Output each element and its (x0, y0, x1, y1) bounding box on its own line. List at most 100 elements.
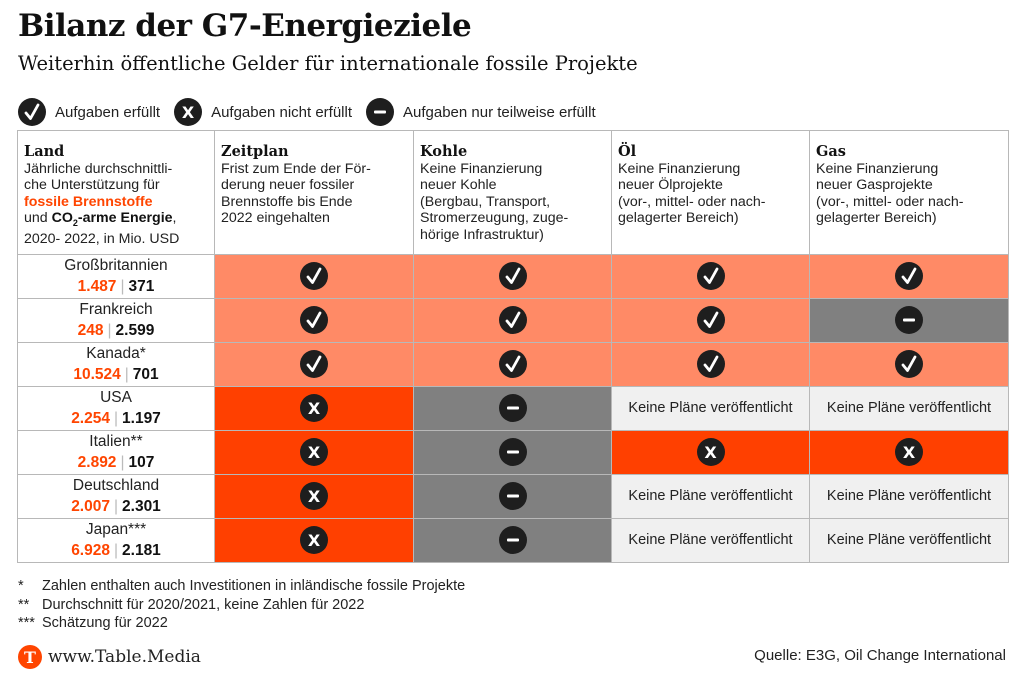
no-plans-text: Keine Pläne veröffentlicht (826, 532, 992, 549)
table-row: Japan*** 6.928 | 2.181 X Keine Pläne veröffen… (17, 517, 1009, 563)
footnote: * Zahlen enthalten auch Investitionen in … (18, 577, 465, 596)
x-icon: X (300, 438, 328, 467)
minus-icon (895, 306, 923, 335)
minus-icon (498, 526, 527, 555)
funding-values: 2.007 | 2.301 (18, 496, 214, 517)
country-cell: Deutschland 2.007 | 2.301 (17, 473, 215, 519)
table-row: Italien** 2.892 | 107 X X X (17, 429, 1009, 475)
status-cell-zeitplan (214, 297, 414, 343)
fossil-funding-value: 6.928 (71, 542, 110, 560)
x-icon: X (696, 438, 725, 467)
value-separator: | (124, 366, 129, 384)
column-description-line: hörige Infrastruktur) (420, 226, 544, 243)
status-cell-gas (809, 253, 1009, 299)
footnote-text: Zahlen enthalten auch Investitionen in i… (42, 578, 466, 594)
status-cell-gas (809, 341, 1009, 387)
low-co2-funding-value: 2.599 (115, 322, 155, 340)
value-separator: | (113, 542, 119, 560)
low-co2-funding-value: 371 (128, 278, 155, 296)
column-description-line: derung neuer fossiler (221, 177, 355, 193)
header-gas: Gas Keine Finanzierung neuer Gasprojekte (v… (809, 130, 1009, 255)
status-cell-gas: Keine Pläne veröffentlicht (809, 517, 1009, 563)
no-plans-text: Keine Pläne veröffentlicht (628, 488, 793, 505)
minus-icon (498, 482, 527, 511)
funding-values: 6.928 | 2.181 (18, 540, 214, 561)
legend-label: Aufgaben erfüllt (55, 103, 161, 121)
fossil-funding-value: 1.487 (77, 278, 117, 296)
x-icon: X (300, 394, 328, 423)
funding-values: 2.254 | 1.197 (18, 408, 214, 429)
column-description-line: gelagerter Bereich) (618, 210, 739, 226)
column-description-line: Keine Finanzierung (816, 160, 939, 177)
check-icon (18, 98, 46, 126)
legend-label: Aufgaben nur teilweise erfüllt (403, 103, 596, 121)
status-cell-oel (611, 253, 810, 299)
country-cell: Kanada* 10.524 | 701 (17, 341, 215, 387)
check-icon (696, 350, 725, 379)
country-cell: Italien** 2.892 | 107 (17, 429, 215, 475)
status-cell-gas: Keine Pläne veröffentlicht (809, 473, 1009, 519)
footnote: ** Durchschnitt für 2020/2021, keine Zahl… (18, 596, 465, 615)
legend-label: Aufgaben nicht erfüllt (211, 103, 353, 121)
footnote-mark: ** (18, 596, 30, 613)
legend-item-notmet: X Aufgaben nicht erfüllt (174, 98, 352, 126)
country-name: Großbritannien (64, 257, 168, 275)
no-plans-text: Keine Pläne veröffentlicht (628, 400, 793, 417)
country-name: Kanada* (86, 345, 146, 363)
table-row: Frankreich 248 | 2.599 (17, 297, 1009, 343)
x-icon: X (895, 438, 923, 467)
status-cell-zeitplan: X (214, 517, 414, 563)
country-name: Italien** (89, 433, 143, 451)
header-zeitplan: Zeitplan Frist zum Ende der För-derung ne… (214, 130, 414, 255)
status-cell-oel: X (611, 429, 810, 475)
table-media-logo-icon: T (18, 645, 42, 669)
table-row: Kanada* 10.524 | 701 (17, 341, 1009, 387)
low-co2-funding-value: 1.197 (122, 410, 161, 428)
check-icon (300, 350, 328, 379)
header-kohle: Kohle Keine Finanzierung neuer Kohle (Bergb… (413, 130, 612, 255)
country-cell: USA 2.254 | 1.197 (17, 385, 215, 431)
check-icon (696, 262, 725, 291)
fossil-funding-value: 2.007 (71, 498, 110, 516)
header-land-co2-sub: 2 (72, 217, 78, 228)
funding-values: 2.892 | 107 (18, 452, 214, 473)
status-cell-gas: X (809, 429, 1009, 475)
x-icon: X (300, 482, 328, 511)
country-name: USA (100, 389, 132, 407)
country-cell: Japan*** 6.928 | 2.181 (17, 517, 215, 563)
check-icon (498, 350, 527, 379)
status-cell-oel: Keine Pläne veröffentlicht (611, 385, 810, 431)
low-co2-funding-value: 701 (132, 366, 159, 384)
minus-icon (498, 394, 527, 423)
column-description-line: Keine Finanzierung (420, 160, 543, 177)
column-description-line: Brennstoffe bis Ende (221, 193, 353, 210)
column-description-line: (vor-, mittel- oder nach- (816, 193, 964, 210)
no-plans-text: Keine Pläne veröffentlicht (826, 400, 992, 417)
funding-values: 1.487 | 371 (18, 276, 214, 297)
table-row: USA 2.254 | 1.197 X Keine Pläne veröffentlich… (17, 385, 1009, 431)
minus-icon (366, 98, 395, 126)
footnote: *** Schätzung für 2022 (18, 614, 465, 633)
status-cell-oel: Keine Pläne veröffentlicht (611, 473, 810, 519)
funding-values: 248 | 2.599 (18, 320, 214, 341)
fossil-funding-value: 2.254 (71, 410, 110, 428)
country-cell: Großbritannien 1.487 | 371 (17, 253, 215, 299)
brand-url[interactable]: www.Table.Media (48, 647, 201, 667)
country-cell: Frankreich 248 | 2.599 (17, 297, 215, 343)
status-cell-zeitplan (214, 253, 414, 299)
status-cell-kohle (413, 517, 612, 563)
country-name: Deutschland (72, 477, 160, 495)
low-co2-funding-value: 2.181 (122, 542, 161, 560)
header-land-line1: Jährliche durchschnittli- (24, 160, 173, 177)
value-separator: | (113, 498, 119, 516)
chart-subtitle: Weiterhin öffentliche Gelder für interna… (18, 52, 638, 75)
country-name: Frankreich (79, 301, 153, 319)
country-name: Japan*** (85, 521, 147, 539)
status-cell-oel (611, 341, 810, 387)
status-cell-zeitplan (214, 341, 414, 387)
fossil-funding-value: 10.524 (73, 366, 121, 384)
column-description-line: (vor-, mittel- oder nach- (618, 193, 766, 210)
no-plans-text: Keine Pläne veröffentlicht (826, 488, 992, 505)
column-description-line: 2022 eingehalten (221, 210, 330, 226)
energy-goals-table: Land Jährliche durchschnittli- che Unter… (17, 130, 1009, 563)
